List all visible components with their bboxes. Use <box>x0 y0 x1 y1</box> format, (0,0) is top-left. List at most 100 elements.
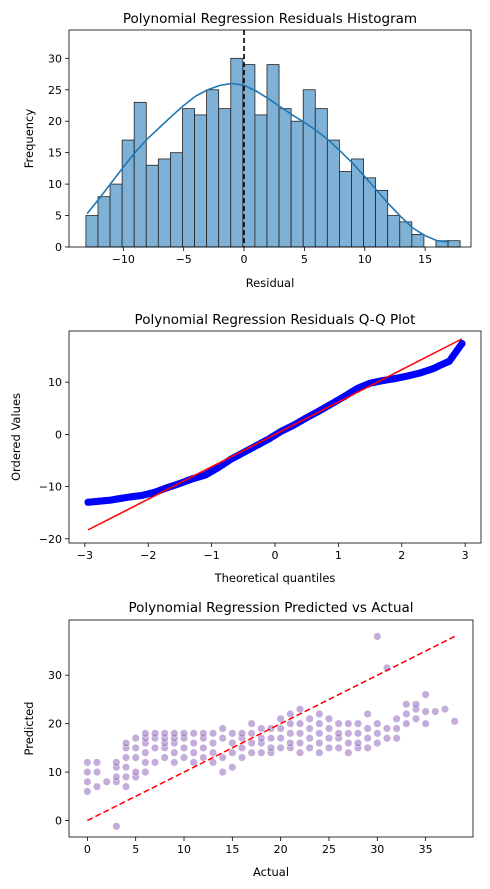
y-tick-label: 20 <box>48 115 62 128</box>
scatter-point <box>247 729 256 738</box>
histogram-bar <box>182 108 195 248</box>
scatter-point <box>363 734 372 743</box>
histogram-bar <box>411 234 425 248</box>
x-tick-label: 5 <box>301 253 308 266</box>
scatter-point <box>121 753 131 762</box>
scatter-point <box>189 729 198 738</box>
scatter-point <box>295 729 305 738</box>
x-tick-label: −10 <box>112 253 135 266</box>
x-axis-label: Residual <box>246 276 295 290</box>
chart-title: Polynomial Regression Predicted vs Actua… <box>128 600 413 616</box>
scatter-point <box>237 729 247 738</box>
histogram-bar <box>157 158 171 248</box>
scatter-point <box>286 709 295 719</box>
scatter-point <box>228 748 237 757</box>
histogram-bar <box>387 215 401 248</box>
scatter-point <box>131 768 140 777</box>
scatter-point <box>392 734 401 743</box>
y-tick-label: 10 <box>48 766 62 779</box>
scatter-point <box>208 738 218 748</box>
histogram-bar <box>170 152 183 248</box>
scatter-point <box>237 743 247 752</box>
scatter-point <box>102 777 111 786</box>
scatter-point <box>218 724 227 733</box>
scatter-point <box>83 768 92 777</box>
y-tick-label: 25 <box>48 84 62 97</box>
scatter-point <box>431 707 440 716</box>
scatter-point <box>344 738 353 748</box>
y-axis-label: Predicted <box>22 702 36 756</box>
scatter-point <box>315 719 324 728</box>
scatter-point <box>363 709 372 719</box>
scatter-point <box>295 738 305 748</box>
scatter-point <box>305 734 314 743</box>
y-tick-label: 0 <box>55 428 62 441</box>
scatter-point <box>83 787 92 796</box>
scatter-point <box>170 748 179 757</box>
scatter-point <box>334 729 343 738</box>
x-tick-label: −2 <box>140 549 156 562</box>
scatter-point <box>411 714 421 723</box>
scatter-point <box>141 748 150 757</box>
x-tick-label: 3 <box>462 549 469 562</box>
histogram-bar <box>133 101 147 248</box>
x-axis-label: Actual <box>253 865 289 879</box>
histogram-bar <box>230 57 244 248</box>
scatter-point <box>382 734 392 743</box>
x-tick-label: −1 <box>204 549 220 562</box>
scatter-point <box>373 632 382 641</box>
scatter-point <box>421 707 430 716</box>
scatter-point <box>266 734 276 743</box>
x-tick-label: 2 <box>398 549 405 562</box>
scatter-point <box>305 743 314 752</box>
scatter-point <box>121 738 131 748</box>
scatter-point <box>228 738 237 748</box>
scatter-point <box>450 717 459 726</box>
scatter-point <box>247 748 256 757</box>
scatter-point <box>131 743 140 752</box>
scatter-point <box>150 758 160 767</box>
scatter-point <box>150 743 160 752</box>
scatter-point <box>257 724 266 733</box>
scatter-point <box>276 724 285 733</box>
scatter-point <box>218 753 227 762</box>
scatter-point <box>199 753 208 762</box>
scatter-point <box>344 729 353 738</box>
histogram-bar <box>375 189 389 248</box>
y-tick-label: 10 <box>48 178 62 191</box>
scatter-point <box>199 743 208 752</box>
scatter-point <box>92 782 102 791</box>
scatter-point <box>324 714 334 723</box>
y-axis-label: Frequency <box>22 109 36 169</box>
histogram-bar <box>254 114 268 248</box>
scatter-point <box>276 743 285 752</box>
identity-line <box>87 635 455 822</box>
scatter-point <box>121 763 131 772</box>
histogram-bar <box>194 114 208 248</box>
scatter-point <box>276 714 285 723</box>
predicted-vs-actual-panel: Polynomial Regression Predicted vs Actua… <box>22 600 474 879</box>
histogram-bar <box>339 171 352 248</box>
x-tick-label: 30 <box>370 843 384 856</box>
scatter-point <box>402 700 411 709</box>
scatter-point <box>353 719 363 728</box>
scatter-point <box>189 738 198 748</box>
scatter-point <box>141 768 150 777</box>
histogram-bar <box>290 120 304 248</box>
scatter-point <box>344 719 353 728</box>
y-tick-label: 10 <box>48 376 62 389</box>
histogram-bar <box>447 240 461 248</box>
histogram-bar <box>145 164 159 248</box>
x-tick-label: 25 <box>322 843 336 856</box>
scatter-point <box>353 738 363 748</box>
scatter-point <box>382 724 392 733</box>
scatter-point <box>218 768 227 777</box>
histogram-bar <box>242 64 256 248</box>
x-tick-label: −3 <box>77 549 93 562</box>
histogram-bar <box>314 108 328 248</box>
scatter-point <box>392 724 401 733</box>
x-tick-label: −5 <box>176 253 192 266</box>
scatter-point <box>160 729 169 738</box>
scatter-point <box>228 763 237 772</box>
